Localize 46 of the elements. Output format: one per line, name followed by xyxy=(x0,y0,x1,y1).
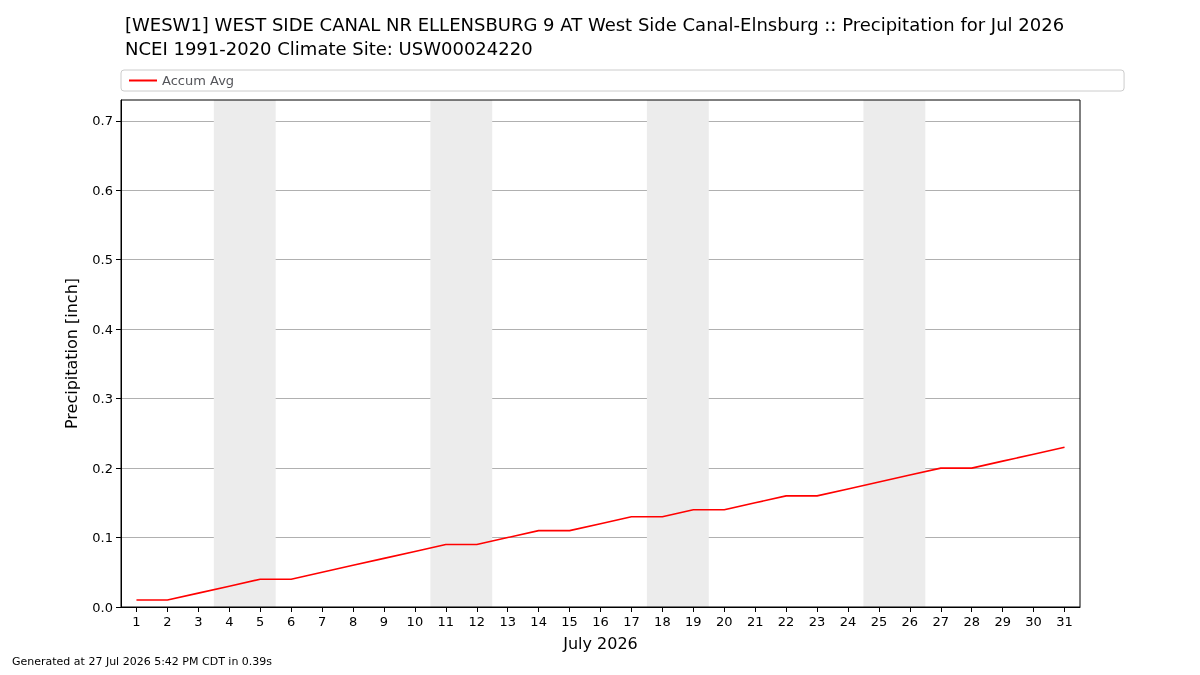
text: Generated at 27 Jul 2026 5:42 PM CDT in 0.39s xyxy=(12,655,273,668)
x-tick-label: 20 xyxy=(715,614,733,629)
y-tick-label: 0.0 xyxy=(92,599,113,615)
x-tick-label: 5 xyxy=(256,614,265,629)
legend-label: Accum Avg xyxy=(162,73,235,88)
x-tick-label: 28 xyxy=(963,614,980,629)
x-tick-label: 11 xyxy=(437,614,455,629)
x-tick-label: 30 xyxy=(1025,614,1042,629)
x-tick-label: 7 xyxy=(317,614,327,629)
y-tick-label: 0.7 xyxy=(92,113,113,129)
x-tick-label: 12 xyxy=(468,614,486,629)
x-tick-label: 15 xyxy=(561,614,578,629)
y-tick-label: 0.2 xyxy=(92,460,113,476)
chart-subtitle: NCEI 1991-2020 Climate Site: USW00024220 xyxy=(125,37,533,59)
x-tick-label: 2 xyxy=(163,614,172,629)
x-tick-label: 29 xyxy=(994,614,1011,629)
x-axis-title: July 2026 xyxy=(562,633,638,653)
y-tick-label: 0.3 xyxy=(92,391,113,407)
x-tick-label: 14 xyxy=(530,614,547,629)
y-tick-label: 0.5 xyxy=(92,252,113,268)
y-tick-label: 0.6 xyxy=(92,182,113,198)
x-tick-label: 9 xyxy=(379,614,389,629)
y-axis-title: Precipitation [inch] xyxy=(61,277,81,430)
x-tick-label: 10 xyxy=(406,614,424,629)
x-tick-label: 1 xyxy=(132,614,141,629)
x-tick-label: 19 xyxy=(685,614,702,629)
x-tick-label: 16 xyxy=(592,614,609,629)
line-series xyxy=(135,446,1066,601)
x-tick-label: 23 xyxy=(808,614,826,629)
x-tick-label: 25 xyxy=(870,614,888,629)
x-tick-label: 24 xyxy=(839,614,857,629)
y-tick-label: 0.4 xyxy=(92,321,113,337)
chart-title: [WESW1] WEST SIDE CANAL NR ELLENSBURG 9 AT West Side Canal-Elnsburg :: Precipitation for Jul 2026 xyxy=(125,13,1065,35)
x-tick-label: 18 xyxy=(654,614,671,629)
x-tick-label: 8 xyxy=(348,614,358,629)
x-tick-label: 13 xyxy=(499,614,516,629)
x-tick-label: 21 xyxy=(746,614,764,629)
x-tick-label: 4 xyxy=(225,614,234,629)
x-tick-label: 26 xyxy=(901,614,919,629)
x-tick-label: 3 xyxy=(194,614,203,629)
y-tick-label: 0.1 xyxy=(92,530,113,546)
x-tick-label: 31 xyxy=(1056,614,1073,629)
x-tick-label: 17 xyxy=(623,614,640,629)
x-tick-label: 6 xyxy=(287,614,296,629)
x-tick-label: 27 xyxy=(932,614,950,629)
x-tick-label: 22 xyxy=(777,614,795,629)
